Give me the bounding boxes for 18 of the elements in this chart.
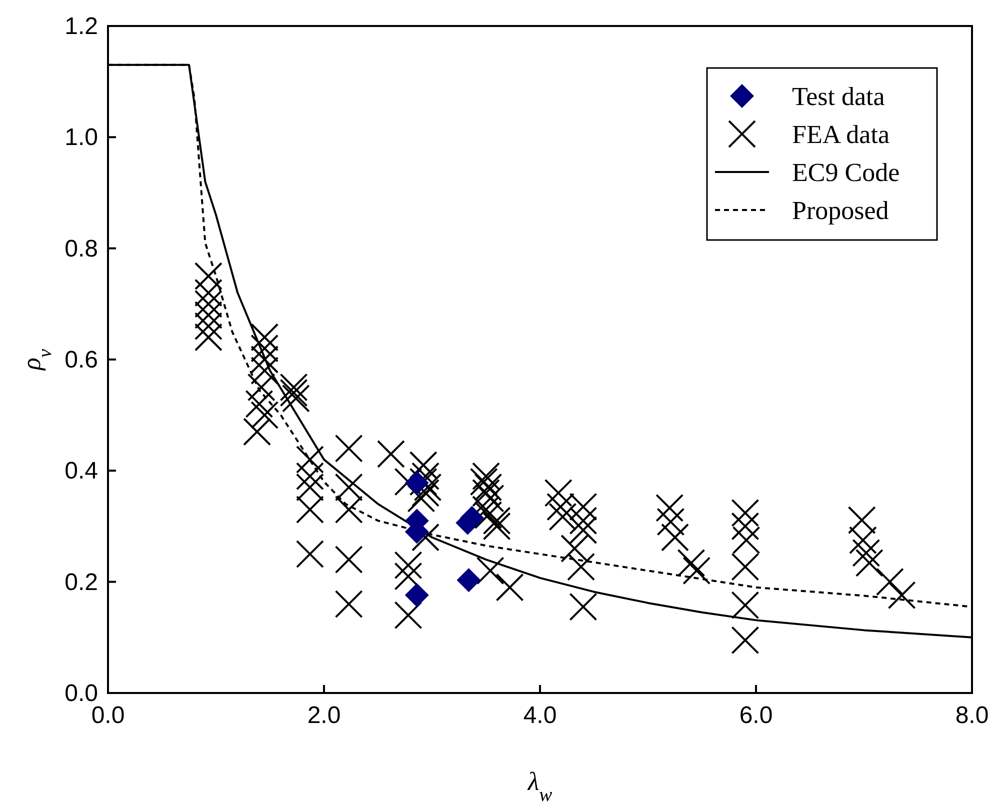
x-tick-label: 6.0	[739, 702, 773, 729]
legend-label: FEA data	[792, 120, 890, 149]
point	[456, 568, 481, 592]
legend-label: Test data	[792, 82, 886, 111]
point	[404, 583, 429, 608]
y-tick-label: 1.2	[64, 13, 98, 40]
legend-label: Proposed	[792, 196, 889, 225]
x-axis-title: λ$_{w}$	[526, 767, 552, 804]
x-tick-label: 2.0	[307, 702, 341, 729]
y-tick-label: 1.0	[64, 124, 98, 152]
y-tick-label: 0.2	[64, 568, 98, 596]
x-tick-label: 4.0	[523, 702, 557, 729]
x-tick-label: 8.0	[955, 702, 989, 729]
point	[404, 470, 429, 495]
y-tick-label: 0.4	[64, 458, 98, 485]
y-tick-label: 0.6	[64, 346, 98, 374]
y-tick-label: 0.8	[64, 235, 98, 262]
legend-label: EC9 Code	[792, 158, 900, 187]
